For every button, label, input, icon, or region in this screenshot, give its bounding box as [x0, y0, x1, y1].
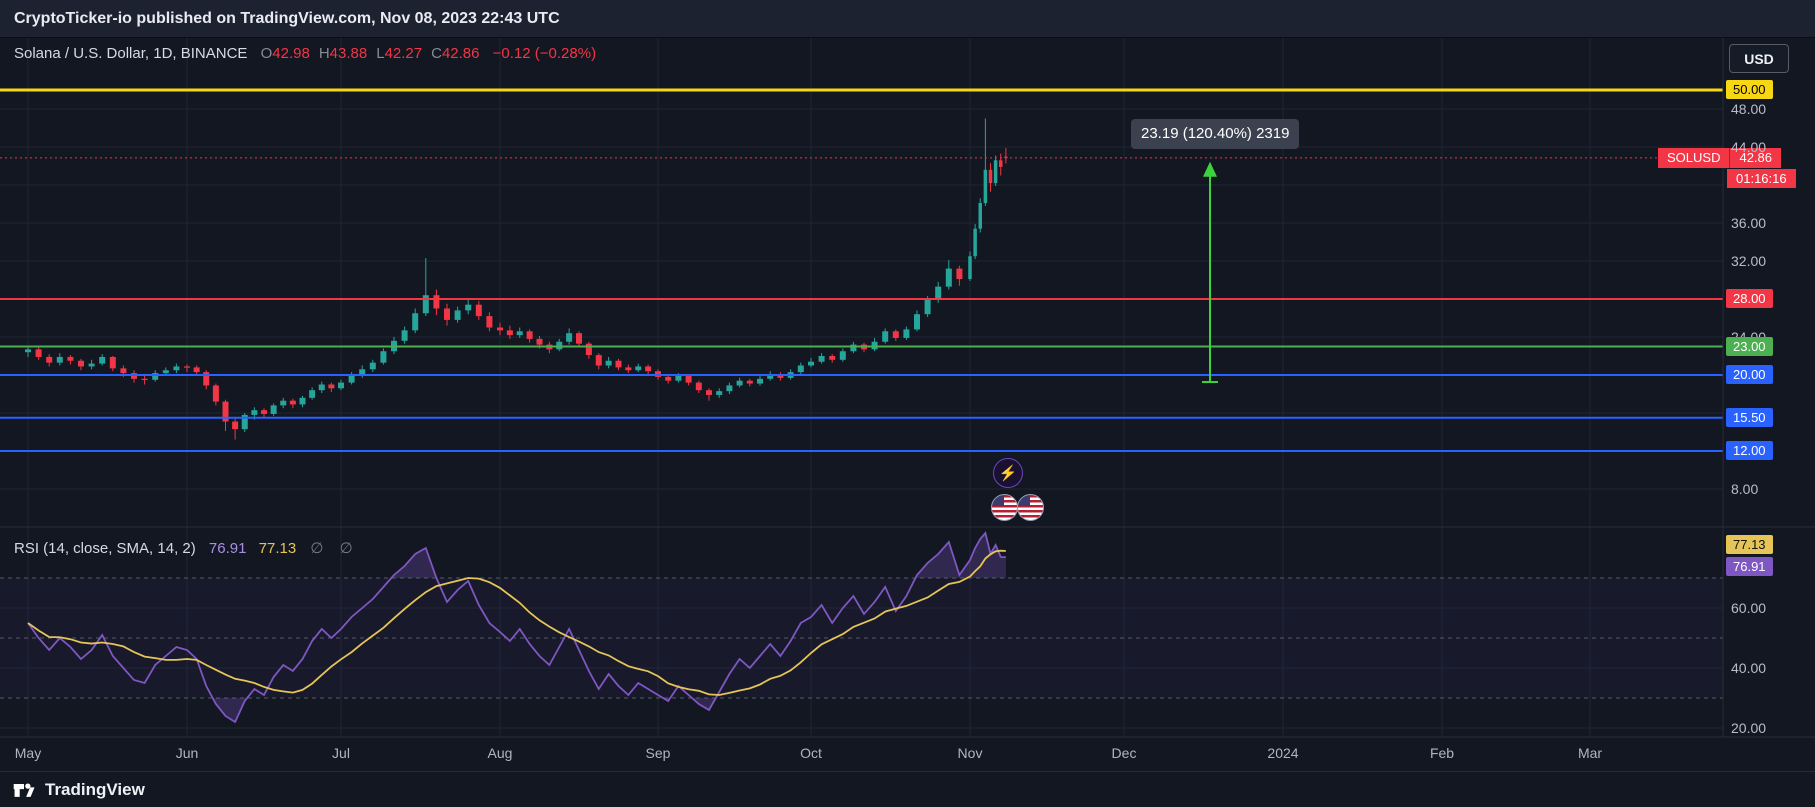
rsi-title: RSI (14, close, SMA, 14, 2) [14, 540, 196, 557]
symbol-title: Solana / U.S. Dollar, 1D, BINANCE [14, 45, 248, 62]
footer-bar: TradingView [0, 771, 1815, 807]
ohlc-letter: O [260, 45, 273, 62]
ohlc-letter: H [318, 45, 330, 62]
ohlc-value: 42.98 [272, 45, 310, 62]
rsi-empty-values: ∅ ∅ [310, 540, 359, 557]
symbol-name-tag: SOLUSD [1658, 148, 1730, 168]
currency-toggle-button[interactable]: USD [1729, 44, 1789, 73]
level-axis-label[interactable]: 23.00 [1726, 336, 1773, 356]
time-label[interactable]: Oct [800, 745, 822, 761]
ohlc-value: 42.86 [441, 45, 480, 62]
tradingview-logo-icon[interactable] [12, 778, 36, 802]
last-price-tag: 42.86 [1729, 148, 1782, 168]
time-label[interactable]: Mar [1577, 745, 1603, 761]
price-level-lines[interactable] [0, 88, 1723, 452]
rsi-legend[interactable]: RSI (14, close, SMA, 14, 2) 76.91 77.13 … [14, 539, 359, 557]
time-label[interactable]: Feb [1429, 745, 1455, 761]
price-tick[interactable]: 36.00 [1731, 215, 1767, 231]
chart-overlay: Solana / U.S. Dollar, 1D, BINANCE O42.98… [0, 38, 1815, 771]
rsi-tick[interactable]: 40.00 [1731, 660, 1767, 676]
symbol-price-label[interactable]: SOLUSD 42.86 [1658, 148, 1782, 168]
chart-canvas[interactable] [0, 38, 1815, 771]
tradingview-brand[interactable]: TradingView [45, 779, 145, 799]
chart-region[interactable]: Solana / U.S. Dollar, 1D, BINANCE O42.98… [0, 38, 1815, 771]
level-axis-label[interactable]: 50.00 [1726, 80, 1773, 99]
time-label[interactable]: Jul [332, 745, 350, 761]
time-label[interactable]: May [14, 745, 42, 761]
publisher-bar: CryptoTicker-io published on TradingView… [0, 0, 1815, 38]
time-label[interactable]: Jun [175, 745, 199, 761]
grid-lines [0, 38, 1723, 737]
time-label[interactable]: Sep [645, 745, 671, 761]
ohlc-value: 42.27 [384, 45, 423, 62]
publisher-text: CryptoTicker-io published on TradingView… [14, 9, 560, 27]
us-flag-icon[interactable] [991, 494, 1018, 521]
level-axis-label[interactable]: 28.00 [1726, 289, 1773, 308]
rsi-tick[interactable]: 60.00 [1731, 600, 1767, 616]
bar-countdown-label: 01:16:16 [1727, 169, 1796, 188]
change-value: −0.12 (−0.28%) [492, 45, 597, 62]
measure-annotation-label[interactable]: 23.19 (120.40%) 2319 [1131, 119, 1300, 149]
time-label[interactable]: Aug [487, 745, 513, 761]
ohlc-value: 43.88 [329, 45, 368, 62]
price-tick[interactable]: 48.00 [1731, 101, 1767, 117]
lightning-icon[interactable]: ⚡ [993, 458, 1023, 488]
rsi-sma-axis-label: 77.13 [1726, 535, 1773, 554]
us-flag-icon[interactable] [1017, 494, 1044, 521]
price-tick[interactable]: 8.00 [1731, 481, 1759, 497]
level-axis-label[interactable]: 15.50 [1726, 407, 1773, 427]
time-label[interactable]: 2024 [1267, 745, 1299, 761]
rsi-sma-value: 77.13 [258, 540, 297, 557]
level-axis-label[interactable]: 20.00 [1726, 365, 1773, 384]
price-tick[interactable]: 44.00 [1731, 139, 1767, 155]
time-label[interactable]: Dec [1111, 745, 1137, 761]
ohlc-letter: L [376, 45, 385, 62]
time-label[interactable]: Nov [957, 745, 983, 761]
level-axis-label[interactable]: 12.00 [1726, 441, 1773, 460]
rsi-axis-label: 76.91 [1726, 557, 1773, 576]
ohlc-letter: C [431, 45, 442, 62]
ohlc-values: O42.98 H43.88 L42.27 C42.86 [252, 45, 480, 62]
measure-arrow[interactable] [1202, 161, 1218, 384]
rsi-tick[interactable]: 20.00 [1731, 720, 1767, 736]
price-tick[interactable]: 32.00 [1731, 253, 1767, 269]
rsi-indicator[interactable] [27, 531, 1006, 724]
symbol-legend[interactable]: Solana / U.S. Dollar, 1D, BINANCE O42.98… [14, 45, 596, 62]
rsi-value: 76.91 [208, 540, 247, 557]
